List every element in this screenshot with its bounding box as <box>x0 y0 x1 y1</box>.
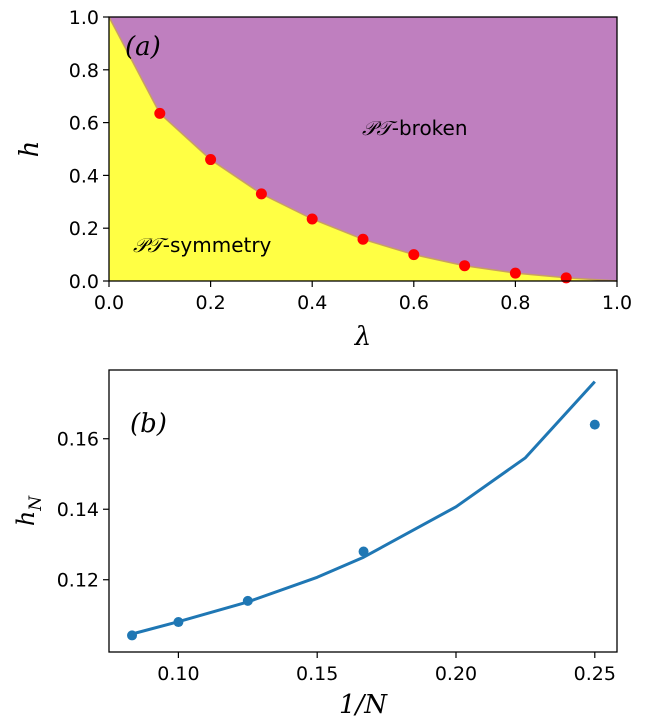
panel-a-x-axis-label: λ <box>354 322 371 352</box>
critical-point <box>408 249 420 261</box>
panel-b-points <box>127 419 600 641</box>
panel-b-fit-curve <box>131 380 596 636</box>
y-tick-label: 0.0 <box>69 271 99 293</box>
panel-a-points <box>154 107 572 284</box>
panel-b: 0.10 0.15 0.20 0.25 0.12 0.14 0.16 (b) 1/N hN <box>12 369 618 720</box>
panel-a-label: (a) <box>125 32 161 62</box>
panel-b-y-axis-label-subscript: N <box>26 495 46 512</box>
x-tick-label: 0.15 <box>296 663 338 685</box>
panel-b-y-axis-label-main: h <box>12 511 40 526</box>
panel-b-frame <box>108 369 618 653</box>
x-tick-label: 0.2 <box>195 292 225 314</box>
critical-point <box>560 272 572 284</box>
y-tick-label: 0.4 <box>69 165 99 187</box>
critical-point <box>205 154 217 166</box>
panel-a-frame <box>108 16 618 282</box>
y-tick-label: 0.16 <box>57 429 99 451</box>
panel-b-x-ticks: 0.10 0.15 0.20 0.25 <box>157 652 616 685</box>
critical-point <box>255 188 267 200</box>
x-tick-label: 1.0 <box>602 292 632 314</box>
panel-a: 0.0 0.2 0.4 0.6 0.8 1.0 0.0 0.2 0.4 0.6 0.8 1.0 (a… <box>15 7 632 352</box>
data-point <box>127 630 138 641</box>
pt-symmetry-label: 𝒫𝒯-symmetry <box>133 233 272 257</box>
panel-b-label: (b) <box>130 409 167 439</box>
pt-broken-label: 𝒫𝒯-broken <box>362 116 468 140</box>
y-tick-label: 0.2 <box>69 218 99 240</box>
data-point <box>173 617 184 628</box>
x-tick-label: 0.6 <box>399 292 429 314</box>
y-tick-label: 0.14 <box>57 499 99 521</box>
panel-a-x-ticks: 0.0 0.2 0.4 0.6 0.8 1.0 <box>94 281 632 314</box>
panel-a-y-axis-label: h <box>15 141 45 158</box>
x-tick-label: 0.8 <box>500 292 530 314</box>
fit-curve-line <box>131 380 596 636</box>
pt-symmetry-label-suffix: -symmetry <box>163 233 272 257</box>
panel-b-y-axis-label: hN <box>12 495 46 526</box>
critical-point <box>357 233 369 245</box>
critical-point <box>459 260 471 272</box>
pt-broken-label-suffix: -broken <box>392 116 468 140</box>
x-tick-label: 0.25 <box>574 663 616 685</box>
panel-b-y-ticks: 0.12 0.14 0.16 <box>57 429 109 592</box>
critical-point <box>509 267 521 279</box>
y-tick-label: 0.12 <box>57 570 99 592</box>
x-tick-label: 0.0 <box>94 292 124 314</box>
pt-symmetry-region <box>109 17 617 281</box>
critical-point <box>154 107 166 119</box>
data-point <box>242 595 253 606</box>
panel-b-x-axis-label: 1/N <box>339 690 388 720</box>
x-tick-label: 0.4 <box>297 292 327 314</box>
panel-a-y-ticks: 0.0 0.2 0.4 0.6 0.8 1.0 <box>69 7 109 293</box>
y-tick-label: 0.6 <box>69 113 99 135</box>
y-tick-label: 0.8 <box>69 60 99 82</box>
data-point <box>358 546 369 557</box>
y-tick-label: 1.0 <box>69 7 99 29</box>
x-tick-label: 0.10 <box>157 663 199 685</box>
x-tick-label: 0.20 <box>435 663 477 685</box>
critical-point <box>306 213 318 225</box>
data-point <box>589 419 600 430</box>
